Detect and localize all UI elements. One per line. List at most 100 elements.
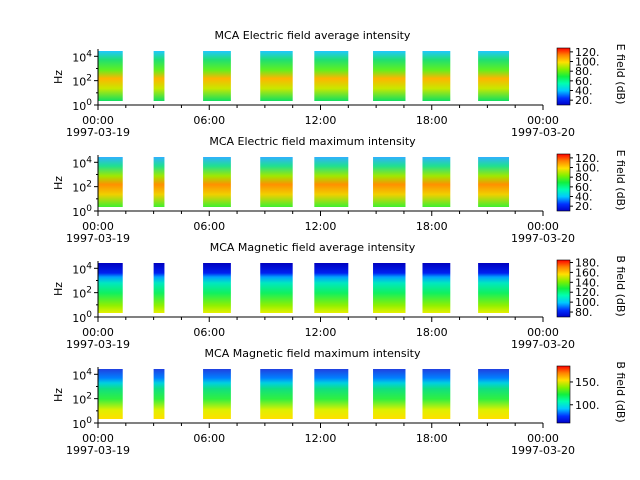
- x-date-label: 1997-03-19: [66, 232, 130, 245]
- x-date-label: 1997-03-20: [511, 126, 575, 139]
- spectrogram-segment: [153, 263, 165, 313]
- colorbar-label: B field (dB): [614, 361, 627, 422]
- y-axis-label: Hz: [52, 282, 65, 296]
- spectrogram-segment: [478, 51, 510, 101]
- colorbar-tick-label: 150.: [575, 376, 600, 389]
- colorbar-label: E field (dB): [614, 150, 627, 211]
- colorbar-tick-label: 120.: [575, 286, 600, 299]
- spectrogram-segment: [98, 51, 123, 101]
- x-tick-label: 12:00: [305, 432, 337, 445]
- x-tick-label: 18:00: [416, 220, 448, 233]
- spectrogram-segment: [478, 157, 510, 207]
- y-tick-label: 104: [72, 261, 92, 276]
- spectrogram-segment: [153, 369, 165, 419]
- colorbar-tick-label: 40.: [575, 85, 593, 98]
- colorbar: [556, 365, 571, 424]
- panel-title: MCA Magnetic field maximum intensity: [205, 347, 421, 360]
- x-tick-label: 00:00: [82, 326, 114, 339]
- spectrogram-segment: [98, 263, 123, 313]
- x-tick-label: 00:00: [82, 220, 114, 233]
- y-tick-label: 102: [72, 392, 92, 407]
- x-date-label: 1997-03-20: [511, 444, 575, 457]
- spectrogram-segment: [98, 157, 123, 207]
- colorbar-tick-label: 100.: [575, 56, 600, 69]
- spectrogram-segment: [478, 263, 510, 313]
- spectrogram-segment: [373, 263, 406, 313]
- x-tick-label: 00:00: [527, 432, 559, 445]
- x-tick-label: 06:00: [193, 114, 225, 127]
- colorbar-tick-label: 100.: [575, 296, 600, 309]
- y-tick-label: 102: [72, 74, 92, 89]
- colorbar: [556, 259, 571, 318]
- y-axis-label: Hz: [52, 70, 65, 84]
- panel-4: MCA Magnetic field maximum intensity 100 1…: [52, 347, 627, 457]
- colorbar: [556, 47, 571, 106]
- colorbar-tick-label: 140.: [575, 276, 600, 289]
- spectrogram-segment: [260, 263, 293, 313]
- panel-title: MCA Electric field maximum intensity: [209, 135, 416, 148]
- colorbar-tick-label: 160.: [575, 266, 600, 279]
- panel-title: MCA Magnetic field average intensity: [210, 241, 416, 254]
- colorbar-tick-label: 60.: [575, 181, 593, 194]
- panel-3: MCA Magnetic field average intensity 100 1…: [52, 241, 627, 351]
- x-date-label: 1997-03-19: [66, 444, 130, 457]
- spectrogram-segment: [203, 51, 231, 101]
- colorbar-tick-label: 60.: [575, 75, 593, 88]
- spectrogram-segment: [260, 51, 293, 101]
- panel-2: MCA Electric field maximum intensity 100 1…: [52, 135, 627, 245]
- spectrogram-segment: [203, 157, 231, 207]
- x-tick-label: 00:00: [527, 220, 559, 233]
- spectrogram-segment: [98, 369, 123, 419]
- colorbar: [556, 153, 571, 212]
- spectrogram-segment: [422, 263, 451, 313]
- colorbar-tick-label: 80.: [575, 306, 593, 319]
- x-date-label: 1997-03-20: [511, 338, 575, 351]
- y-tick-label: 100: [72, 204, 92, 219]
- y-tick-label: 100: [72, 416, 92, 431]
- spectrogram-segment: [314, 157, 349, 207]
- colorbar-tick-label: 180.: [575, 256, 600, 269]
- y-tick-label: 104: [72, 49, 92, 64]
- panel-title: MCA Electric field average intensity: [215, 29, 411, 42]
- spectrogram-segment: [260, 157, 293, 207]
- y-tick-label: 102: [72, 180, 92, 195]
- spectrogram-segment: [153, 157, 165, 207]
- x-date-label: 1997-03-19: [66, 126, 130, 139]
- spectrogram-segment: [203, 369, 231, 419]
- spectrogram-segment: [314, 369, 349, 419]
- y-axis-label: Hz: [52, 388, 65, 402]
- y-tick-label: 100: [72, 98, 92, 113]
- colorbar-tick-label: 100.: [575, 162, 600, 175]
- spectrogram-segment: [203, 263, 231, 313]
- colorbar-tick-label: 40.: [575, 191, 593, 204]
- spectrogram-segment: [373, 51, 406, 101]
- x-tick-label: 12:00: [305, 326, 337, 339]
- colorbar-label: B field (dB): [614, 255, 627, 316]
- x-date-label: 1997-03-19: [66, 338, 130, 351]
- spectrogram-segment: [314, 51, 349, 101]
- colorbar-tick-label: 120.: [575, 46, 600, 59]
- x-tick-label: 18:00: [416, 432, 448, 445]
- colorbar-tick-label: 120.: [575, 152, 600, 165]
- x-tick-label: 06:00: [193, 432, 225, 445]
- x-tick-label: 06:00: [193, 220, 225, 233]
- x-date-label: 1997-03-20: [511, 232, 575, 245]
- x-tick-label: 06:00: [193, 326, 225, 339]
- spectrogram-segment: [314, 263, 349, 313]
- x-tick-label: 00:00: [527, 326, 559, 339]
- x-tick-label: 18:00: [416, 326, 448, 339]
- colorbar-tick-label: 20.: [575, 94, 593, 107]
- x-tick-label: 00:00: [527, 114, 559, 127]
- spectrogram-segment: [373, 369, 406, 419]
- spectrogram-segment: [422, 157, 451, 207]
- spectrogram-segment: [260, 369, 293, 419]
- x-tick-label: 12:00: [305, 220, 337, 233]
- spectrogram-segment: [422, 369, 451, 419]
- colorbar-tick-label: 100.: [575, 399, 600, 412]
- spectrogram-segment: [153, 51, 165, 101]
- x-tick-label: 18:00: [416, 114, 448, 127]
- x-tick-label: 12:00: [305, 114, 337, 127]
- colorbar-tick-label: 20.: [575, 200, 593, 213]
- colorbar-tick-label: 80.: [575, 171, 593, 184]
